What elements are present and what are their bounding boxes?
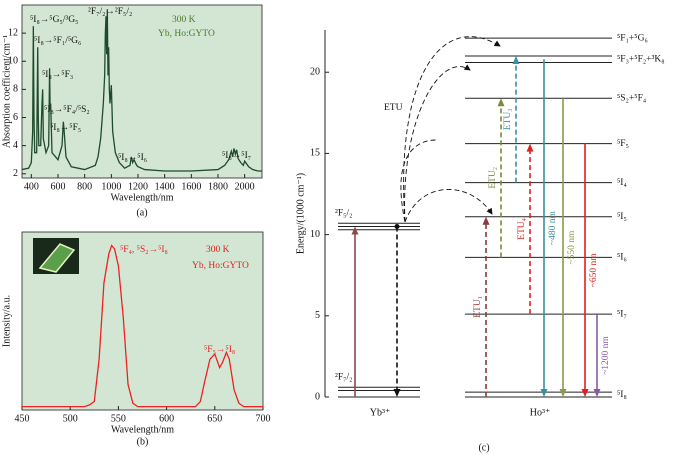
transition-label: ETU₂: [488, 167, 498, 189]
x-tick-label: 700: [256, 413, 271, 424]
y-tick-label: 15: [310, 148, 320, 159]
x-axis-label: Wavelength/nm: [110, 192, 173, 203]
x-tick-label: 1800: [208, 181, 228, 192]
annotation: 300 K: [206, 245, 230, 255]
annotation: ⁵I₈→⁵F₃: [42, 70, 73, 80]
arrow-head: [512, 55, 520, 64]
x-axis-label: Wavelength/nm: [111, 424, 174, 435]
y-axis-label: Intensity/a.u.: [1, 295, 12, 347]
x-tick-label: 1400: [155, 181, 175, 192]
y-axis-label: Energy/(1000 cm⁻¹): [295, 173, 306, 254]
transition-label: ETU₄: [517, 218, 527, 240]
arrow-head: [351, 226, 359, 235]
level-label: ²F₇/₂: [335, 372, 352, 382]
arrow-head: [540, 389, 548, 397]
transition-label: ETU₃: [503, 108, 513, 130]
arrow-head: [559, 389, 567, 397]
transition-label: ~480 nm: [548, 211, 558, 246]
spectrum-line: [21, 9, 262, 172]
level-label: ⁵S₂+⁵F₄: [617, 93, 646, 103]
x-tick-label: 1200: [128, 181, 148, 192]
caption: (a): [136, 207, 147, 218]
spectrum-line: [22, 244, 263, 408]
y-tick-label: 12: [8, 27, 18, 38]
arrow-head: [393, 389, 401, 397]
ion-label: Ho³⁺: [530, 407, 551, 418]
y-tick-label: 5: [315, 310, 320, 321]
annotation: ETU: [384, 103, 403, 113]
x-tick-label: 500: [63, 413, 78, 424]
y-tick-label: 0: [315, 391, 320, 402]
caption: (b): [137, 436, 149, 447]
panel-a: 400 600 800 1000 1200 1400 1600 1800 2000 2 4 6 8 10 1…: [1, 4, 263, 218]
annotation: 300 K: [172, 15, 196, 25]
x-tick-label: 400: [24, 181, 39, 192]
arrow-head: [581, 389, 589, 397]
arrow-head: [526, 143, 534, 152]
y-tick-label: 8: [13, 84, 18, 95]
annotation: ⁵I₈→⁵F₄/⁵S₂: [44, 105, 90, 115]
level-label: ⁵I₅: [617, 212, 627, 222]
caption: (c): [478, 442, 489, 453]
annotation: ⁵I₈→⁵F₁/⁵G₆: [34, 36, 81, 46]
x-tick-label: 650: [207, 413, 222, 424]
transition-label: ~650 nm: [589, 253, 599, 288]
y-tick-label: 10: [310, 229, 320, 240]
y-tick-label: 4: [13, 140, 18, 151]
etu-curves: [400, 36, 501, 223]
x-tick-label: 2000: [235, 181, 255, 192]
level-label: ⁵I₈: [617, 390, 627, 400]
annotation: ⁵I₈→⁵F₅: [50, 123, 81, 133]
arrow-origin: [394, 223, 400, 229]
annotation: ⁵I₈→⁵I₇: [222, 151, 251, 161]
x-tick-label: 450: [15, 413, 30, 424]
level-label: ⁵I₇: [617, 309, 627, 319]
x-tick-label: 600: [159, 413, 174, 424]
arrow-head: [497, 98, 505, 107]
level-label: ²F₅/₂: [335, 208, 352, 218]
ion-label: Yb³⁺: [370, 407, 391, 418]
annotation: ²F₇/₂→²F₅/₂: [88, 7, 132, 17]
annotation: Yb, Ho:GYTO: [192, 261, 249, 271]
transition-label: ETU₁: [473, 296, 483, 318]
y-tick-label: 20: [310, 67, 320, 78]
x-tick-label: 800: [77, 181, 92, 192]
level-label: ⁵F₃+⁵F₂+³K₈: [617, 54, 665, 64]
level-label: ⁵F₁+⁵G₆: [617, 33, 648, 43]
panel-c: 0 5 10 15 20 Energy/(1000 cm⁻¹) (c) Yb³⁺ Ho³⁺ ²F₅…: [295, 30, 665, 453]
arrow-head: [593, 389, 601, 397]
x-tick-label: 550: [111, 413, 126, 424]
annotation: ⁵I₈→⁵G₅/³G₅: [30, 15, 78, 25]
annotation: ⁵I₈→⁵I₆: [118, 153, 147, 163]
y-tick-label: 10: [8, 56, 18, 67]
level-label: ⁵I₆: [617, 253, 627, 263]
level-label: ⁵F₅: [617, 139, 629, 149]
y-tick-label: 2: [13, 168, 18, 179]
x-tick-label: 1000: [101, 181, 121, 192]
x-tick-label: 600: [51, 181, 66, 192]
x-tick-label: 1600: [181, 181, 201, 192]
transition-label: ~1200 nm: [601, 336, 611, 375]
plot-background: [21, 4, 263, 179]
arrow-head: [482, 216, 490, 225]
crystal: [38, 243, 76, 273]
y-axis-label: Absorption coefficient/cm⁻¹: [1, 35, 12, 148]
transition-label: ~550 nm: [567, 230, 577, 265]
y-tick-label: 6: [13, 112, 18, 123]
annotation: ⁵F₄, ⁵S₂→⁵I₈: [120, 245, 168, 255]
annotation: ⁵F₅→⁵I₈: [204, 345, 235, 355]
annotation: Yb, Ho:GYTO: [158, 29, 215, 39]
level-label: ⁵I₄: [617, 178, 627, 188]
